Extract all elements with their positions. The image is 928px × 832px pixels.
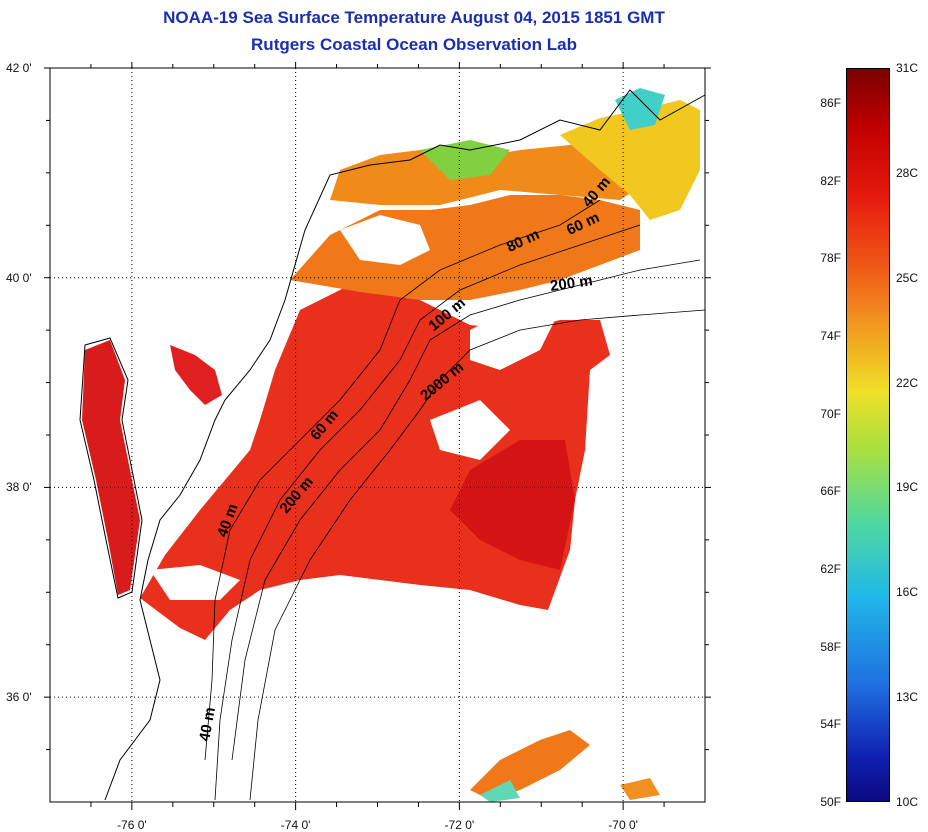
sst-region-chesapeake: [82, 340, 140, 595]
map-subtitle: Rutgers Coastal Ocean Observation Lab: [251, 35, 577, 54]
map-title: NOAA-19 Sea Surface Temperature August 0…: [163, 8, 665, 27]
cloud-gap-2: [470, 305, 560, 370]
sst-region-southeast: [620, 778, 660, 800]
lon-tick-label: -72 0': [444, 818, 475, 832]
cloud-gap-1: [340, 215, 430, 265]
sst-field: [82, 88, 700, 802]
lat-tick-label: 42 0': [6, 61, 32, 75]
lat-tick-label: 38 0': [6, 480, 32, 495]
isobath-label: 40 m: [196, 706, 219, 743]
colorbar-fahrenheit-label: 78F: [820, 251, 841, 266]
lat-tick-label: 36 0': [6, 690, 32, 705]
colorbar-fahrenheit-label: 66F: [820, 484, 841, 499]
colorbar-celsius-label: 28C: [896, 165, 919, 180]
graticule: [44, 62, 711, 810]
colorbar: [846, 68, 890, 802]
sst-region-south: [470, 730, 590, 800]
colorbar-fahrenheit-label: 86F: [820, 95, 841, 110]
colorbar-celsius-label: 13C: [896, 690, 919, 705]
sst-region-delaware-bay: [170, 345, 222, 405]
cloud-gap-4: [150, 565, 240, 600]
colorbar-celsius-label: 10C: [896, 795, 919, 809]
colorbar-fahrenheit-label: 62F: [820, 561, 841, 576]
colorbar-celsius-label: 16C: [896, 585, 919, 600]
colorbar-fahrenheit-label: 58F: [820, 639, 841, 654]
colorbar-celsius-label: 31C: [896, 61, 919, 75]
colorbar-celsius-label: 22C: [896, 375, 919, 390]
sst-region-main: [140, 285, 610, 640]
colorbar-fahrenheit-label: 82F: [820, 173, 841, 188]
lon-tick-label: -74 0': [280, 818, 311, 832]
colorbar-fahrenheit-label: 74F: [820, 328, 841, 343]
sst-region-yellow: [560, 100, 700, 220]
colorbar-fahrenheit-label: 54F: [820, 717, 841, 732]
lon-tick-label: -70 0': [608, 818, 638, 832]
colorbar-celsius-label: 25C: [896, 270, 919, 285]
sst-region-cyan: [615, 88, 665, 130]
colorbar-fahrenheit-label: 70F: [820, 406, 841, 421]
lon-tick-label: -76 0': [117, 818, 147, 832]
lat-tick-label: 40 0': [6, 270, 32, 285]
coastline: [104, 89, 706, 801]
isobath-label: 200 m: [549, 272, 593, 295]
cloud-gap-3: [430, 400, 510, 460]
sst-region-hot-core: [450, 440, 575, 570]
sst-region-green: [420, 140, 510, 180]
isobath-contours: [204, 199, 706, 801]
colorbar-fahrenheit-label: 50F: [820, 795, 841, 809]
colorbar-celsius-label: 19C: [896, 480, 919, 495]
bay-outline: [79, 337, 143, 599]
sst-region-south-cyan: [480, 780, 520, 802]
